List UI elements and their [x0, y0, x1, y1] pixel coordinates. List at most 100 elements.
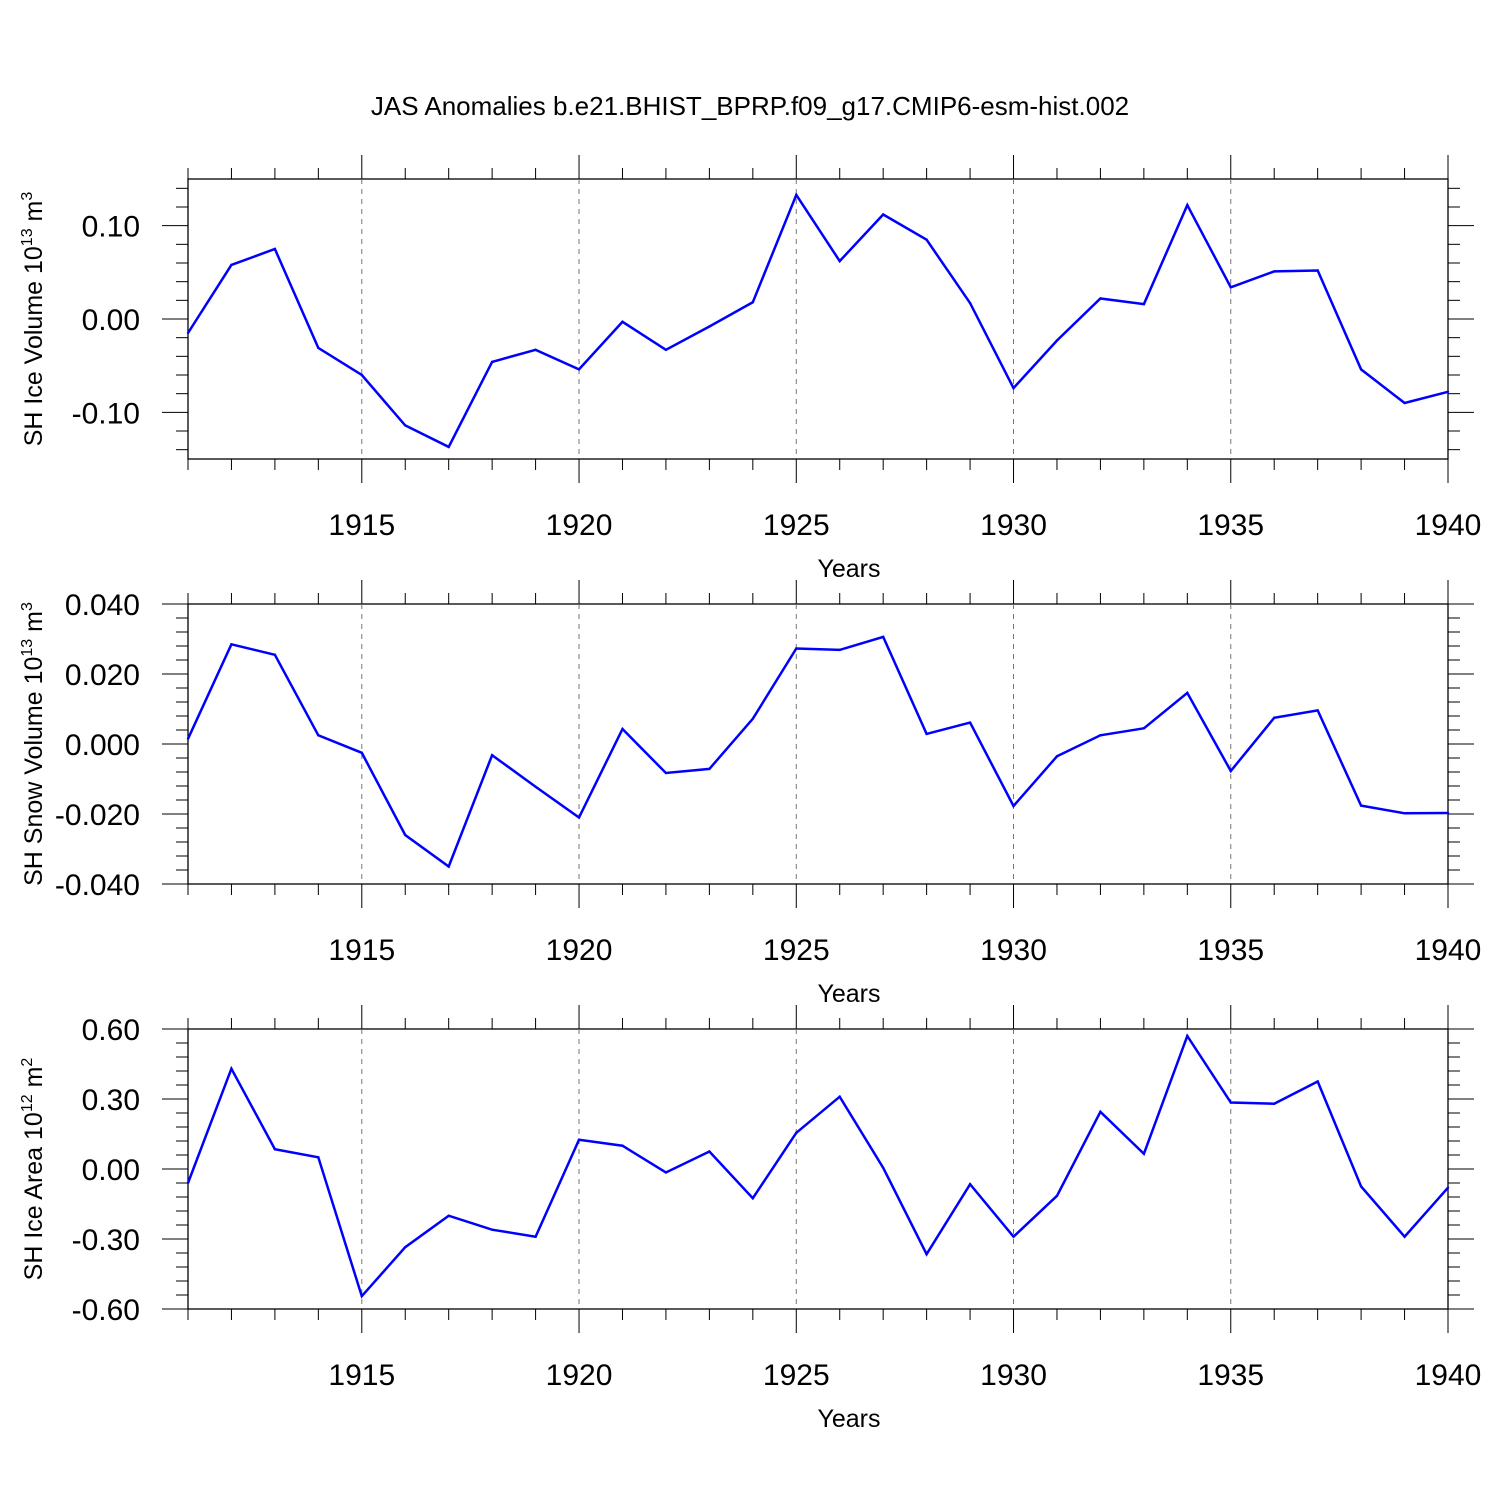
data-point	[490, 360, 494, 364]
y-axis-title-unit-exponent: 2	[19, 1058, 36, 1067]
y-axis-title-exponent: 13	[19, 639, 36, 657]
y-axis-title-text: SH Snow Volume 10	[20, 657, 48, 886]
data-point	[273, 653, 277, 656]
y-axis-title-unit: m	[20, 611, 48, 639]
data-point	[577, 1138, 581, 1142]
y-tick-label: -0.020	[55, 799, 140, 832]
x-tick-label: 1935	[1197, 1359, 1264, 1392]
data-point	[881, 635, 885, 639]
y-axis-title: SH Snow Volume 1013 m3	[19, 602, 48, 886]
x-tick-label: 1940	[1415, 934, 1482, 967]
x-axis-title: Years	[817, 555, 880, 583]
data-point	[577, 816, 581, 819]
plot-frame	[187, 603, 1449, 885]
data-point	[1055, 1194, 1059, 1198]
y-axis-title-unit-exponent: 3	[19, 602, 36, 611]
x-tick-label: 1930	[980, 509, 1047, 542]
data-point	[1316, 1080, 1319, 1083]
y-tick-label: 0.020	[65, 659, 140, 692]
data-point	[1186, 203, 1189, 207]
y-tick-label: 0.040	[65, 589, 140, 622]
data-point	[1012, 386, 1015, 390]
data-point	[230, 263, 233, 267]
data-point	[838, 648, 841, 652]
data-point	[881, 1166, 885, 1170]
data-point	[1316, 269, 1319, 272]
y-axis-title: SH Ice Volume 1013 m3	[19, 192, 48, 447]
data-point	[317, 1156, 320, 1159]
data-point	[490, 754, 494, 757]
data-point	[1403, 401, 1406, 405]
data-point	[621, 727, 624, 731]
panel-3: -0.60 -0.30 0.00 0.30 0.60 1915 1920 1925 1930 19…	[19, 1005, 1481, 1433]
data-point	[1142, 1152, 1146, 1156]
y-tick-label: 0.10	[82, 211, 140, 244]
data-point	[1229, 286, 1232, 289]
data-point	[1273, 716, 1276, 719]
x-tick-label: 1935	[1197, 934, 1264, 967]
data-point	[925, 238, 928, 241]
data-point	[1055, 755, 1059, 758]
data-point	[1099, 734, 1102, 737]
y-tick-label: -0.60	[72, 1294, 140, 1327]
data-point	[751, 717, 755, 720]
x-tick-label: 1915	[328, 509, 395, 542]
data-point	[1403, 1235, 1406, 1238]
data-point	[186, 331, 190, 335]
data-point	[1359, 804, 1363, 807]
data-point	[1446, 1186, 1450, 1189]
data-point	[1186, 1034, 1189, 1038]
data-point	[1099, 1110, 1102, 1114]
x-tick-label: 1940	[1415, 1359, 1482, 1392]
data-point	[317, 734, 320, 737]
x-tick-label: 1930	[980, 934, 1047, 967]
data-point	[751, 301, 755, 304]
plot-frame	[187, 178, 1449, 460]
x-tick-label: 1935	[1197, 509, 1264, 542]
figure-title: JAS Anomalies b.e21.BHIST_BPRP.f09_g17.C…	[371, 91, 1129, 121]
x-tick-label: 1940	[1415, 509, 1482, 542]
data-point	[968, 721, 972, 724]
data-point	[447, 865, 450, 868]
panel-2: -0.040 -0.020 0.000 0.020 0.040 1915 1920 1925 1…	[19, 580, 1481, 1008]
data-point	[1403, 812, 1406, 815]
data-point	[1273, 1102, 1276, 1105]
data-point	[1012, 1235, 1015, 1238]
data-point	[708, 767, 711, 771]
data-point	[360, 751, 363, 754]
data-point	[404, 833, 407, 837]
x-axis-title: Years	[817, 1405, 880, 1433]
data-point	[360, 1294, 363, 1298]
data-point	[1142, 727, 1146, 730]
data-point	[230, 643, 233, 646]
y-tick-label: 0.000	[65, 729, 140, 762]
data-point	[1012, 804, 1015, 808]
y-axis-title-exponent: 12	[19, 1094, 36, 1112]
data-point	[1055, 339, 1059, 342]
data-point	[447, 445, 450, 449]
y-tick-label: -0.040	[55, 869, 140, 902]
data-point	[404, 424, 407, 427]
x-tick-label: 1925	[763, 509, 830, 542]
series-line	[186, 635, 1449, 869]
data-point	[925, 732, 928, 736]
data-point	[1316, 709, 1319, 712]
data-point	[534, 348, 537, 351]
y-tick-label: 0.60	[82, 1014, 140, 1047]
y-tick-label: -0.30	[72, 1224, 140, 1257]
data-point	[838, 1095, 841, 1098]
data-point	[1446, 390, 1450, 393]
x-tick-label: 1915	[328, 1359, 395, 1392]
data-point	[664, 771, 668, 775]
data-point	[621, 320, 624, 323]
y-tick-label: 0.00	[82, 1154, 140, 1187]
data-point	[534, 785, 537, 788]
data-point	[968, 301, 972, 305]
data-point	[1359, 368, 1363, 371]
data-point	[708, 1150, 711, 1153]
data-point	[404, 1245, 407, 1249]
data-point	[577, 368, 581, 371]
y-axis-title-unit: m	[20, 201, 48, 229]
data-point	[664, 348, 668, 351]
